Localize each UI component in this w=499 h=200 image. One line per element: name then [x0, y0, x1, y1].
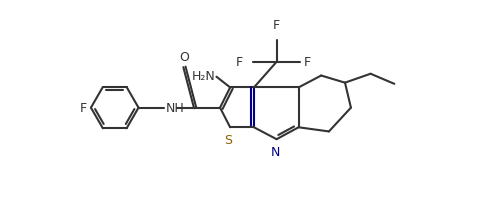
Text: F: F [304, 56, 311, 69]
Text: O: O [180, 51, 189, 64]
Text: NH: NH [165, 102, 184, 115]
Text: H₂N: H₂N [192, 70, 216, 83]
Text: S: S [224, 134, 232, 146]
Text: F: F [80, 102, 87, 115]
Text: F: F [273, 19, 280, 32]
Text: N: N [270, 145, 280, 158]
Text: F: F [236, 56, 243, 69]
